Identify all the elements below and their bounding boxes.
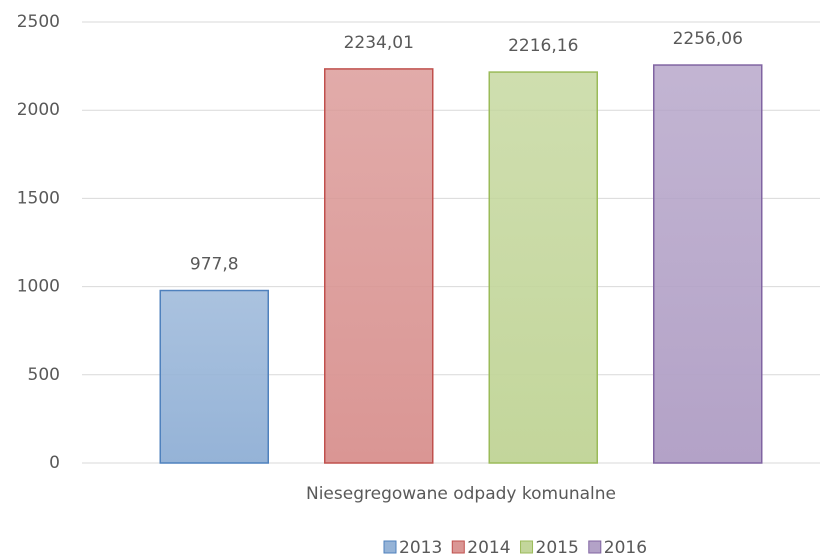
y-tick-label: 0 [49, 453, 60, 473]
data-label: 2216,16 [508, 36, 578, 56]
legend-label: 2013 [399, 538, 442, 555]
legend-swatch [451, 540, 465, 554]
y-tick-label: 2000 [17, 100, 60, 120]
legend-label: 2016 [604, 538, 647, 555]
y-tick-label: 1000 [17, 277, 60, 297]
legend-swatch [588, 540, 602, 554]
y-tick-label: 2500 [17, 12, 60, 32]
data-label: 2256,06 [673, 29, 743, 49]
y-tick-label: 1500 [17, 188, 60, 208]
legend-label: 2015 [536, 538, 579, 555]
bar [653, 64, 763, 464]
y-tick-label: 500 [28, 365, 60, 385]
x-tick-label: Niesegregowane odpady komunalne [306, 484, 616, 504]
data-label: 977,8 [190, 255, 239, 275]
legend-label: 2014 [467, 538, 510, 555]
bar [324, 68, 434, 464]
bar [488, 71, 598, 464]
legend-swatch [383, 540, 397, 554]
bar [159, 289, 269, 464]
legend-swatch [520, 540, 534, 554]
data-label: 2234,01 [344, 33, 414, 53]
